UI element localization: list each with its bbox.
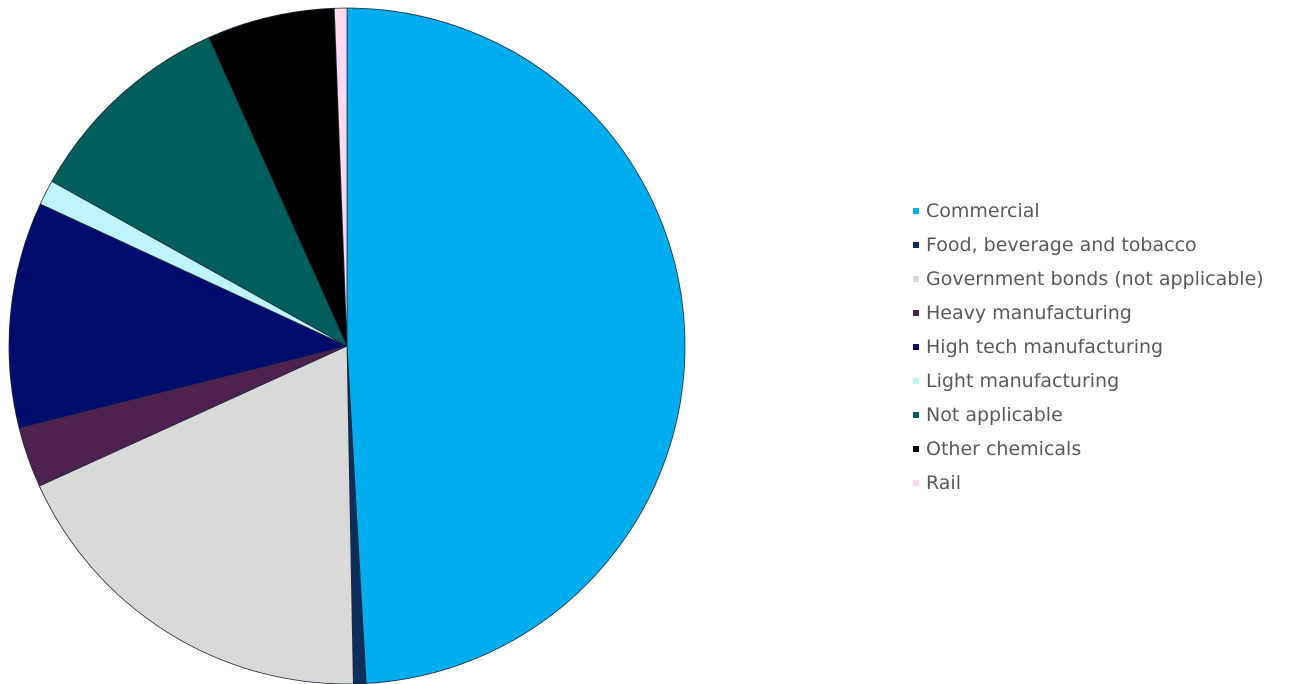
pie-slice-commercial	[346, 7, 686, 684]
legend-swatch	[913, 208, 919, 214]
legend-item: Other chemicals	[913, 434, 1264, 468]
pie-slice-rail	[333, 7, 348, 347]
legend-label: Food, beverage and tobacco	[926, 234, 1197, 256]
legend-swatch	[913, 446, 919, 452]
legend-label: Heavy manufacturing	[926, 302, 1132, 324]
legend-label: Other chemicals	[926, 438, 1082, 460]
pie-slices	[8, 7, 686, 684]
legend-swatch	[913, 344, 919, 350]
legend-label: Light manufacturing	[926, 370, 1120, 392]
pie-slice-other-chemicals	[208, 7, 348, 347]
legend-item: Heavy manufacturing	[913, 298, 1264, 332]
legend-label: Not applicable	[926, 404, 1063, 426]
legend-item: Light manufacturing	[913, 366, 1264, 400]
legend-swatch	[913, 276, 919, 282]
pie-slice-high-tech-manufacturing	[8, 203, 348, 429]
legend-item: Rail	[913, 468, 1264, 502]
legend-item: High tech manufacturing	[913, 332, 1264, 366]
pie-slice-government-bonds-not-applicable	[38, 345, 354, 684]
legend-item: Food, beverage and tobacco	[913, 230, 1264, 264]
legend-swatch	[913, 310, 919, 316]
legend-item: Government bonds (not applicable)	[913, 264, 1264, 298]
legend-item: Commercial	[913, 196, 1264, 230]
legend-label: High tech manufacturing	[926, 336, 1164, 358]
legend: Commercial Food, beverage and tobacco Gove…	[913, 196, 1264, 502]
legend-swatch	[913, 480, 919, 486]
pie-chart	[8, 7, 686, 684]
legend-label: Rail	[926, 472, 961, 494]
legend-item: Not applicable	[913, 400, 1264, 434]
legend-swatch	[913, 378, 919, 384]
legend-swatch	[913, 242, 919, 248]
legend-swatch	[913, 412, 919, 418]
legend-label: Commercial	[926, 200, 1040, 222]
legend-label: Government bonds (not applicable)	[926, 268, 1264, 290]
pie-slice-not-applicable	[51, 37, 348, 347]
